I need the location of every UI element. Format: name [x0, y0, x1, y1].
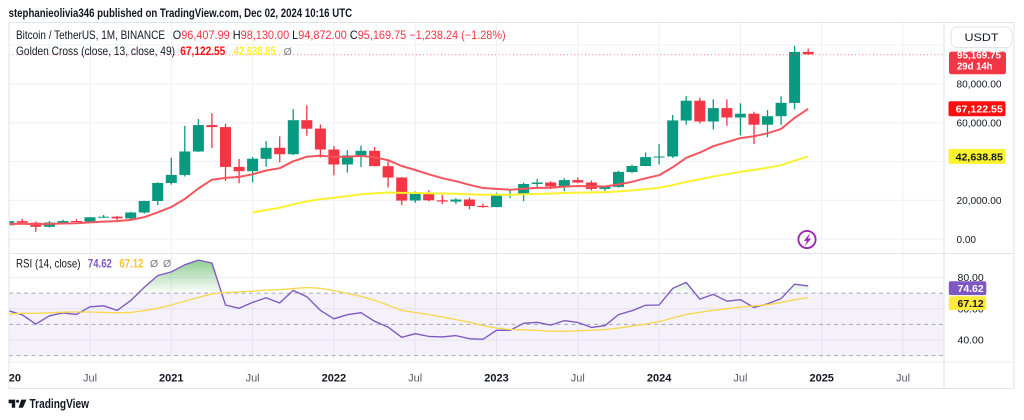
svg-text:Jul: Jul [571, 373, 585, 385]
svg-text:2020: 2020 [0, 373, 21, 385]
svg-text:Jul: Jul [83, 373, 97, 385]
svg-text:80.00: 80.00 [958, 273, 984, 284]
svg-text:Jul: Jul [408, 373, 422, 385]
svg-text:67.12: 67.12 [119, 256, 143, 270]
svg-text:74.62: 74.62 [958, 283, 984, 295]
svg-text:Golden Cross (close, 13, close: Golden Cross (close, 13, close, 49) [16, 44, 175, 58]
svg-text:TradingView: TradingView [30, 397, 90, 411]
svg-text:O96,407.99 H98,130.00 L94,872.: O96,407.99 H98,130.00 L94,872.00 C95,169… [173, 28, 506, 42]
svg-text:80,000.00: 80,000.00 [957, 80, 1002, 91]
svg-text:2021: 2021 [159, 373, 183, 385]
svg-text:42,638.85: 42,638.85 [234, 46, 276, 58]
svg-text:2023: 2023 [484, 373, 508, 385]
svg-text:Bitcoin / TetherUS, 1M, BINANC: Bitcoin / TetherUS, 1M, BINANCE [16, 28, 165, 42]
svg-text:Jul: Jul [733, 373, 747, 385]
svg-text:0.00: 0.00 [957, 235, 977, 246]
svg-text:USDT: USDT [965, 32, 999, 44]
svg-text:Jul: Jul [896, 373, 910, 385]
svg-text:40.00: 40.00 [958, 336, 984, 347]
svg-text:29d 14h: 29d 14h [957, 61, 993, 73]
svg-text:2022: 2022 [322, 373, 346, 385]
svg-text:Jul: Jul [246, 373, 260, 385]
svg-text:2024: 2024 [647, 373, 672, 385]
svg-text:74.62: 74.62 [88, 256, 112, 270]
svg-text:20,000.00: 20,000.00 [957, 196, 1002, 207]
svg-text:Ø: Ø [163, 258, 171, 270]
svg-text:RSI (14, close): RSI (14, close) [16, 256, 81, 270]
svg-text:stephanieolivia346 published o: stephanieolivia346 published on TradingV… [9, 6, 353, 20]
svg-text:Ø: Ø [150, 258, 158, 270]
svg-text:60,000.00: 60,000.00 [957, 118, 1002, 129]
svg-text:2025: 2025 [809, 373, 833, 385]
svg-text:95,169.75: 95,169.75 [957, 49, 1001, 61]
svg-text:67,122.55: 67,122.55 [180, 46, 226, 58]
svg-text:Ø: Ø [284, 46, 292, 58]
svg-text:67,122.55: 67,122.55 [956, 104, 1003, 116]
svg-text:42,638.85: 42,638.85 [956, 151, 1003, 163]
svg-text:67.12: 67.12 [958, 298, 984, 310]
